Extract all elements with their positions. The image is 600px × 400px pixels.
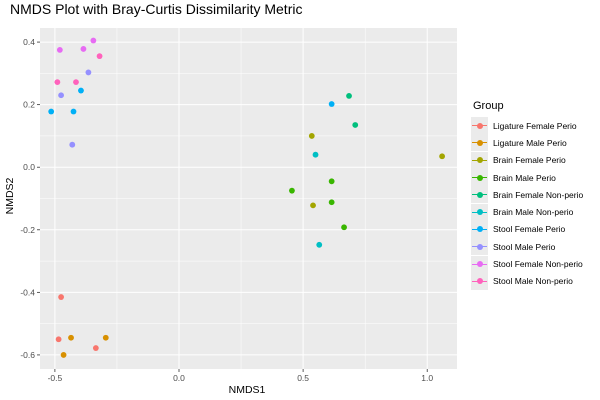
data-point xyxy=(70,108,77,115)
legend-key-dot xyxy=(476,243,483,250)
data-point xyxy=(102,334,109,341)
x-tick-label: 1.0 xyxy=(421,373,433,383)
data-point xyxy=(56,46,63,53)
data-point xyxy=(69,141,76,148)
legend-label: Ligature Male Perio xyxy=(493,137,567,148)
legend-label: Stool Male Perio xyxy=(493,241,556,252)
legend-label: Brain Female Non-perio xyxy=(493,189,584,200)
legend-label: Stool Female Non-perio xyxy=(493,259,583,270)
legend-item: Ligature Male Perio xyxy=(471,134,593,152)
legend-key xyxy=(471,151,488,169)
legend-item: Brain Male Non-perio xyxy=(471,203,593,221)
data-point xyxy=(90,37,97,44)
data-point xyxy=(328,178,335,185)
data-point xyxy=(312,151,319,158)
data-points xyxy=(48,37,446,358)
legend-key-dot xyxy=(476,122,483,129)
legend-items: Ligature Female Perio Ligature Male Perio… xyxy=(471,117,593,290)
y-tick-label: -0.6 xyxy=(20,350,35,360)
data-point xyxy=(352,122,359,128)
legend-key-dot xyxy=(476,226,483,233)
minor-gridlines xyxy=(40,28,457,369)
legend-key xyxy=(471,272,488,290)
legend-key-dot xyxy=(476,174,483,181)
legend-label: Stool Female Perio xyxy=(493,224,566,235)
y-axis-ticks: -0.6 -0.4 -0.2 0.0 0.2 0.4 xyxy=(20,37,40,360)
legend-key xyxy=(471,220,488,238)
y-tick-label: -0.2 xyxy=(20,225,35,235)
data-point xyxy=(78,87,84,94)
data-point xyxy=(85,69,92,76)
data-point xyxy=(346,92,352,99)
legend-key-dot xyxy=(476,191,483,198)
legend-item: Stool Female Perio xyxy=(471,220,593,238)
legend-label: Brain Male Perio xyxy=(493,172,556,183)
legend-key xyxy=(471,255,488,273)
legend-key xyxy=(471,186,488,204)
legend-key xyxy=(471,169,488,187)
data-point xyxy=(316,241,323,248)
legend-key xyxy=(471,134,488,152)
y-tick-label: 0.0 xyxy=(23,162,35,172)
data-point xyxy=(55,336,62,343)
legend-label: Ligature Female Perio xyxy=(493,120,577,131)
data-point xyxy=(58,92,64,99)
y-tick-label: -0.4 xyxy=(20,287,35,297)
x-tick-label: 0.0 xyxy=(173,373,185,383)
legend-item: Stool Male Non-perio xyxy=(471,272,593,290)
legend-key-dot xyxy=(476,261,483,268)
data-point xyxy=(96,53,103,60)
legend-key-dot xyxy=(476,209,483,216)
legend-item: Stool Female Non-perio xyxy=(471,255,593,273)
legend-title: Group xyxy=(473,100,504,112)
legend-label: Brain Male Non-perio xyxy=(493,207,574,218)
legend-item: Ligature Female Perio xyxy=(471,117,593,135)
data-point xyxy=(54,79,61,86)
y-tick-label: 0.2 xyxy=(23,100,35,110)
x-axis-title: NMDS1 xyxy=(229,384,266,396)
x-tick-label: 0.5 xyxy=(297,373,309,383)
legend-key xyxy=(471,238,488,256)
legend-key xyxy=(471,117,488,135)
legend-item: Brain Female Non-perio xyxy=(471,186,593,204)
data-point xyxy=(439,153,446,160)
data-point xyxy=(48,108,55,115)
x-tick-label: -0.5 xyxy=(48,373,63,383)
legend-item: Brain Male Perio xyxy=(471,169,593,187)
data-point xyxy=(68,334,74,341)
legend-label: Stool Male Non-perio xyxy=(493,276,573,287)
chart-title: NMDS Plot with Bray-Curtis Dissimilarity… xyxy=(10,1,303,17)
data-point xyxy=(92,345,99,351)
y-tick-label: 0.4 xyxy=(23,37,35,47)
data-point xyxy=(310,202,316,209)
legend-label: Brain Female Perio xyxy=(493,155,566,166)
legend: Group Ligature Female Perio Ligature Male… xyxy=(471,100,593,290)
data-point xyxy=(58,294,64,300)
y-axis-title: NMDS2 xyxy=(4,177,16,214)
legend-item: Stool Male Perio xyxy=(471,238,593,256)
x-axis-ticks: -0.5 0.0 0.5 1.0 xyxy=(48,369,433,383)
data-point xyxy=(60,352,67,358)
legend-item: Brain Female Perio xyxy=(471,151,593,169)
data-point xyxy=(73,79,79,86)
major-gridlines xyxy=(40,28,457,369)
data-point xyxy=(328,199,335,206)
legend-key-dot xyxy=(476,278,483,285)
legend-key-dot xyxy=(476,139,483,146)
data-point xyxy=(289,187,295,194)
data-point xyxy=(341,224,347,231)
data-point xyxy=(328,101,335,107)
legend-key-dot xyxy=(476,157,483,164)
data-point xyxy=(308,133,315,139)
data-point xyxy=(80,46,87,52)
legend-key xyxy=(471,203,488,221)
